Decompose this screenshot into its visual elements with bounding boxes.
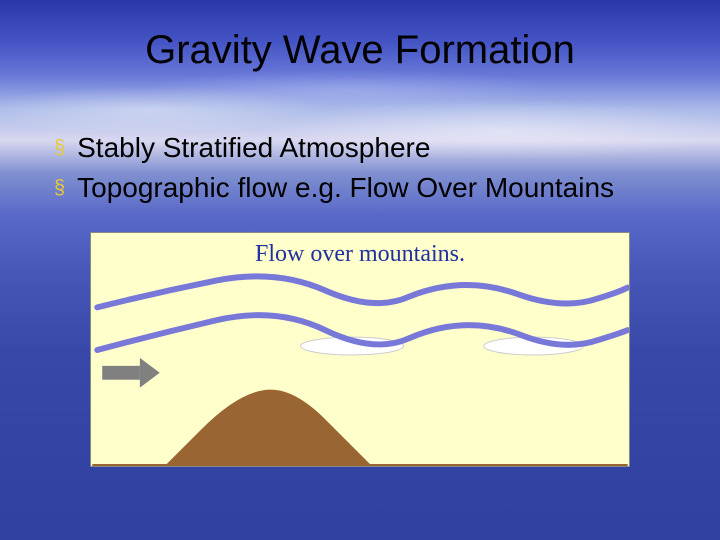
mountain <box>167 390 370 464</box>
bullet-marker-icon: § <box>54 130 65 166</box>
flow-diagram: Flow over mountains. <box>90 232 630 467</box>
streamline-bottom <box>97 315 627 350</box>
bullet-text: Stably Stratified Atmosphere <box>77 130 430 166</box>
ground <box>92 464 627 466</box>
bullet-list: § Stably Stratified Atmosphere § Topogra… <box>54 130 690 210</box>
slide-title: Gravity Wave Formation <box>0 28 720 73</box>
streamline-top <box>97 276 627 307</box>
bullet-marker-icon: § <box>54 170 65 206</box>
bullet-text: Topographic flow e.g. Flow Over Mountain… <box>77 170 614 206</box>
bullet-item: § Topographic flow e.g. Flow Over Mounta… <box>54 170 690 206</box>
diagram-svg <box>91 233 629 466</box>
flow-arrow-icon <box>102 358 160 388</box>
bullet-item: § Stably Stratified Atmosphere <box>54 130 690 166</box>
